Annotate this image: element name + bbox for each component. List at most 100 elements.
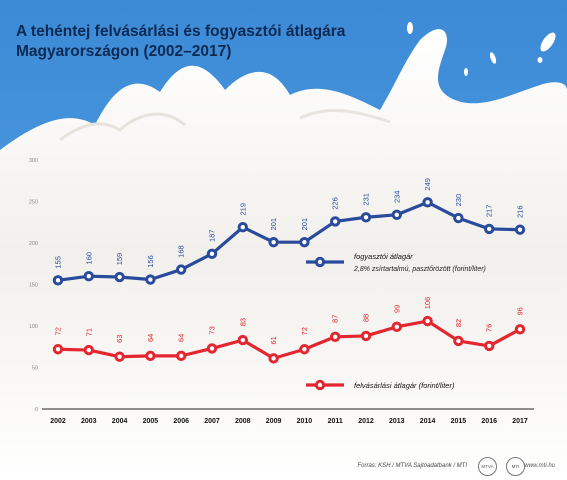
x-tick-label: 2007: [204, 418, 220, 425]
data-label: 71: [84, 328, 93, 336]
data-label: 61: [269, 336, 278, 344]
data-point-center: [209, 346, 215, 351]
data-point-center: [302, 347, 307, 352]
data-label: 187: [207, 230, 216, 243]
data-label: 72: [53, 327, 62, 335]
data-point-center: [179, 267, 184, 272]
y-tick-label: 150: [29, 283, 38, 289]
data-point-center: [271, 239, 276, 245]
data-point-center: [487, 226, 492, 232]
x-tick-label: 2015: [451, 418, 467, 425]
data-point-center: [271, 356, 276, 361]
data-label: 63: [115, 335, 124, 343]
data-point-center: [148, 277, 153, 282]
data-label: 96: [515, 307, 524, 315]
website-link[interactable]: www.mti.hu: [524, 463, 555, 469]
data-point-center: [333, 219, 338, 224]
data-label: 217: [485, 205, 494, 218]
y-tick-label: 100: [29, 324, 38, 330]
source-text: Forrás: KSH / MTVA Sajtóadatbank / MTI: [357, 463, 467, 469]
data-label: 72: [300, 327, 309, 335]
x-tick-label: 2008: [235, 418, 251, 425]
y-tick-label: 0: [35, 407, 38, 413]
data-label: 73: [207, 326, 216, 334]
data-label: 64: [177, 334, 186, 342]
data-point-center: [209, 251, 215, 256]
x-tick-label: 2002: [50, 418, 66, 425]
data-point-center: [55, 278, 61, 283]
data-label: 226: [331, 197, 340, 210]
data-label: 88: [361, 314, 370, 322]
legend-label: felvásárlási átlagár (forint/liter): [354, 381, 455, 390]
data-label: 99: [392, 305, 401, 313]
data-label: 230: [454, 194, 463, 207]
data-point-center: [55, 347, 61, 352]
data-label: 249: [423, 178, 432, 191]
data-label: 159: [115, 253, 124, 266]
data-point-center: [179, 353, 184, 359]
mti-logo-icon: MTI: [506, 457, 525, 476]
x-tick-label: 2014: [420, 418, 436, 425]
data-point-center: [363, 333, 369, 339]
x-tick-label: 2016: [481, 418, 497, 425]
x-tick-label: 2006: [173, 418, 189, 425]
x-tick-label: 2017: [512, 418, 528, 425]
data-point-center: [456, 215, 461, 221]
data-label: 76: [485, 324, 494, 332]
legend-label: fogyasztói átlagár: [354, 252, 413, 261]
data-label: 168: [177, 245, 186, 258]
series-line-2: [57, 319, 521, 360]
chart-title: A tehéntej felvásárlási és fogyasztói át…: [16, 22, 345, 62]
data-point-center: [148, 353, 153, 359]
data-label: 234: [392, 191, 401, 204]
data-point-center: [394, 212, 399, 217]
mtva-logo-icon: MTVA: [478, 457, 497, 476]
data-label: 64: [146, 334, 155, 342]
data-point-center: [425, 318, 430, 324]
y-tick-label: 200: [29, 241, 38, 247]
data-point-center: [117, 274, 122, 280]
data-label: 106: [423, 297, 432, 310]
data-label: 82: [454, 319, 463, 327]
data-point-center: [487, 343, 492, 349]
x-tick-label: 2010: [297, 418, 313, 425]
data-label: 219: [238, 203, 247, 216]
data-point-center: [363, 215, 369, 220]
data-label: 216: [515, 205, 524, 218]
data-point-center: [333, 334, 338, 339]
x-tick-label: 2012: [358, 418, 374, 425]
data-label: 201: [300, 218, 309, 231]
data-label: 155: [53, 256, 62, 269]
data-point-center: [302, 239, 307, 245]
x-tick-label: 2013: [389, 418, 405, 425]
data-label: 160: [84, 252, 93, 265]
data-label: 87: [331, 315, 340, 323]
legend-marker-center: [317, 382, 323, 388]
data-point-center: [86, 347, 92, 353]
y-tick-label: 300: [29, 158, 38, 164]
y-tick-label: 250: [29, 200, 38, 206]
data-label: 83: [238, 318, 247, 326]
legend-sublabel: 2,8% zsírtartalmú, pasztőrözött (forint/…: [353, 266, 486, 273]
x-tick-label: 2003: [81, 418, 97, 425]
data-point-center: [517, 327, 523, 332]
data-point-center: [240, 337, 245, 343]
x-tick-label: 2005: [143, 418, 159, 425]
data-point-center: [240, 225, 245, 230]
data-point-center: [117, 354, 122, 359]
chart-title-line1: A tehéntej felvásárlási és fogyasztói át…: [16, 23, 346, 40]
data-point-center: [86, 274, 92, 279]
data-point-center: [456, 338, 461, 344]
data-point-center: [517, 227, 523, 232]
x-tick-label: 2011: [328, 418, 343, 425]
data-point-center: [394, 324, 399, 330]
chart-title-line2: Magyarországon (2002–2017): [16, 43, 232, 60]
data-label: 156: [146, 255, 155, 268]
x-tick-label: 2004: [112, 418, 128, 425]
legend-marker-center: [317, 259, 323, 265]
y-tick-label: 50: [32, 366, 38, 372]
x-tick-label: 2009: [266, 418, 282, 425]
data-label: 231: [361, 193, 370, 206]
